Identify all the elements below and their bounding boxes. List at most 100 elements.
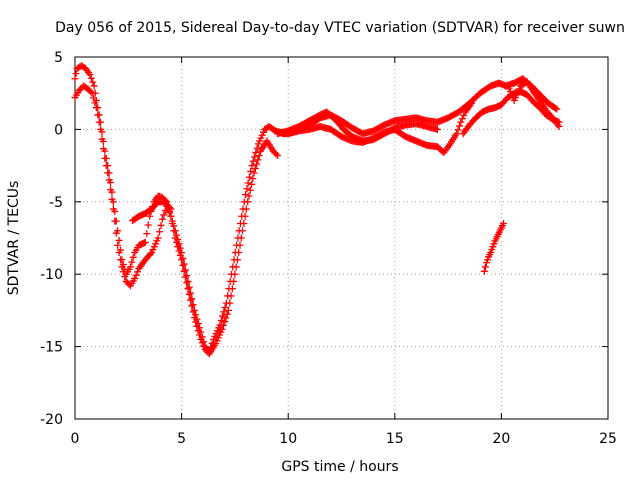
data-point (453, 130, 461, 138)
data-point (105, 176, 113, 184)
data-point (183, 279, 191, 287)
data-point (158, 215, 166, 223)
data-point (101, 154, 109, 162)
chart-title: Day 056 of 2015, Sidereal Day-to-day VTE… (55, 20, 625, 36)
data-point (254, 156, 262, 164)
data-point (274, 151, 282, 159)
data-point (88, 89, 96, 97)
data-point (141, 238, 149, 246)
data-point (126, 263, 134, 271)
x-tick-label: 0 (71, 431, 80, 447)
data-point (112, 229, 120, 237)
series-7 (504, 78, 563, 131)
series-4 (276, 99, 476, 157)
data-point (118, 263, 126, 271)
data-point (223, 310, 231, 318)
data-point (72, 70, 80, 78)
data-point (92, 104, 100, 112)
data-point (230, 277, 238, 285)
y-axis-label: SDTVAR / TECUs (6, 181, 22, 296)
data-marks (71, 62, 563, 358)
data-point (226, 299, 234, 307)
data-point (460, 111, 468, 119)
plot-border (74, 56, 609, 420)
data-point (180, 267, 188, 275)
data-point (194, 327, 202, 335)
data-point (187, 296, 195, 304)
data-point (144, 221, 152, 229)
data-point (242, 191, 250, 199)
data-point (111, 217, 119, 225)
series-3 (129, 198, 175, 225)
data-point (251, 164, 259, 172)
data-point (181, 266, 189, 274)
data-point (253, 160, 261, 168)
data-point (247, 167, 255, 175)
data-point (222, 314, 230, 322)
data-point (168, 220, 176, 228)
data-point (233, 256, 241, 264)
data-point (555, 123, 563, 131)
x-tick-label: 15 (386, 431, 404, 447)
data-point (457, 118, 465, 126)
data-point (246, 186, 254, 194)
data-point (99, 145, 107, 153)
data-point (115, 236, 123, 244)
data-point (184, 285, 192, 293)
y-tick-label: -5 (49, 195, 63, 211)
data-point (190, 306, 198, 314)
x-tick-label: 20 (492, 431, 510, 447)
data-point (481, 263, 489, 271)
data-point (104, 169, 112, 177)
data-point (243, 185, 251, 193)
data-point (255, 151, 263, 159)
data-point (129, 253, 137, 261)
data-point (172, 238, 180, 246)
x-tick-label: 25 (599, 431, 617, 447)
data-point (184, 277, 192, 285)
data-point (166, 204, 174, 212)
data-point (171, 234, 179, 242)
data-point (236, 241, 244, 249)
data-point (89, 94, 97, 102)
data-point (433, 125, 441, 133)
data-point (219, 321, 227, 329)
data-point (188, 295, 196, 303)
data-point (221, 318, 229, 326)
data-point (232, 263, 240, 271)
data-point (71, 75, 79, 83)
data-point (107, 186, 115, 194)
data-point (121, 273, 129, 281)
y-tick-label: 5 (54, 50, 63, 66)
data-point (167, 205, 175, 213)
data-point (115, 248, 123, 256)
data-point (185, 290, 193, 298)
data-point (480, 267, 488, 275)
data-point (98, 135, 106, 143)
data-point (458, 115, 466, 123)
data-point (183, 272, 191, 280)
data-point (228, 285, 236, 293)
x-tick-label: 5 (177, 431, 186, 447)
data-point (250, 169, 258, 177)
series-2 (71, 82, 282, 358)
data-point (455, 122, 463, 130)
data-point (185, 283, 193, 291)
data-point (189, 301, 197, 309)
data-point (553, 105, 561, 113)
data-point (217, 317, 225, 325)
data-point (157, 221, 165, 229)
data-point (154, 234, 162, 242)
data-point (128, 258, 136, 266)
data-point (198, 339, 206, 347)
data-point (86, 70, 94, 78)
data-point (245, 173, 253, 181)
data-point (143, 230, 151, 238)
data-point (134, 268, 142, 276)
data-point (94, 111, 102, 119)
data-point (225, 306, 233, 314)
data-point (108, 195, 116, 203)
data-point (176, 251, 184, 259)
data-point (218, 325, 226, 333)
